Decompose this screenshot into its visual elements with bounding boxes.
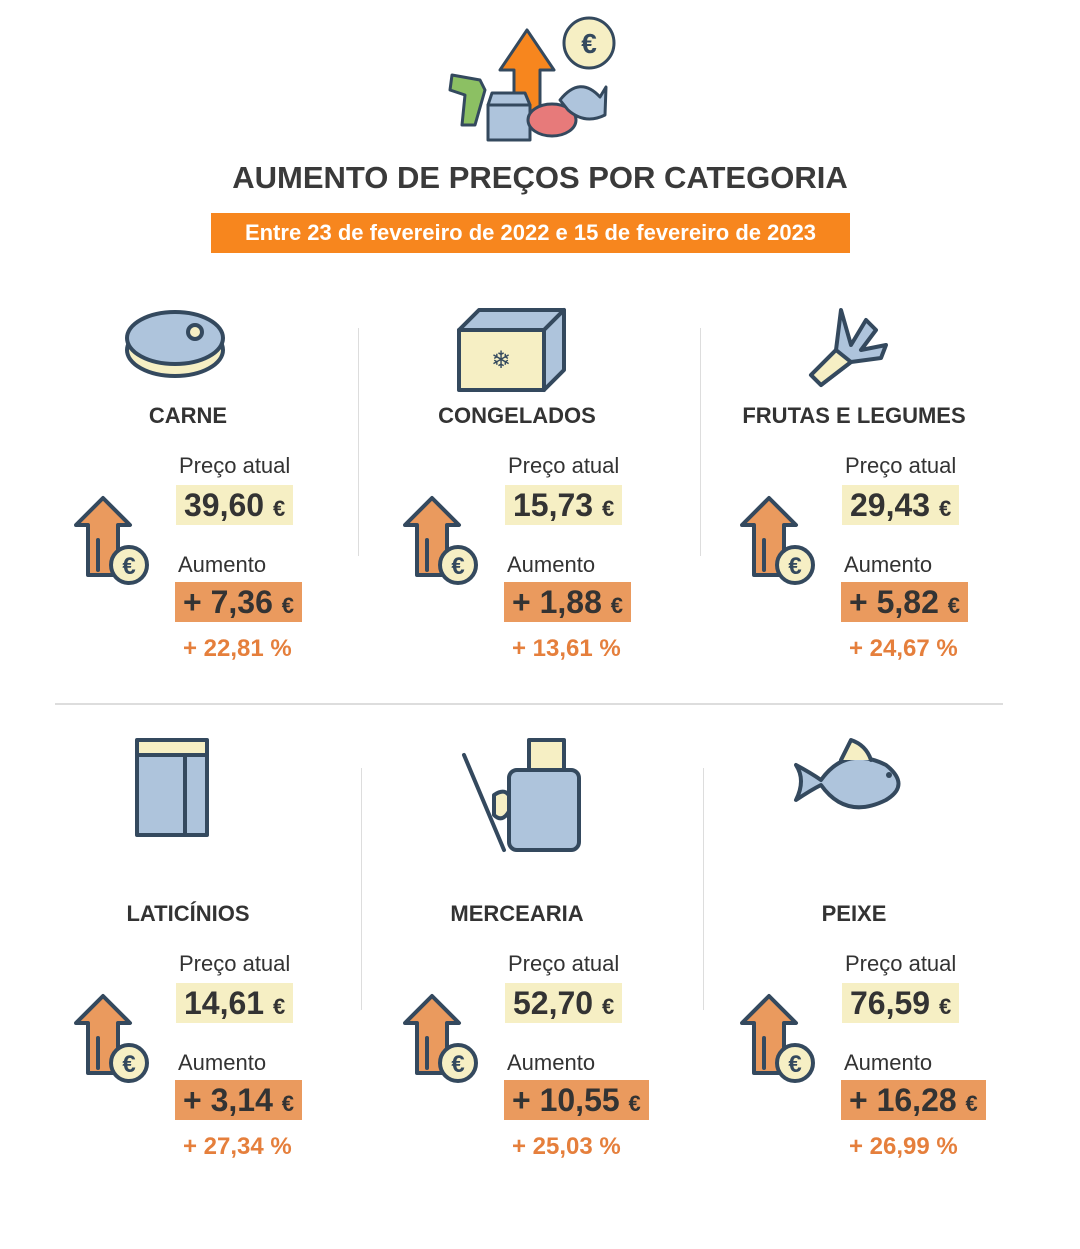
increase-box: + 10,55 € [504, 1080, 649, 1120]
category-icon [794, 738, 901, 810]
percent: + 25,03 % [512, 1133, 621, 1160]
divider [358, 328, 359, 556]
category-name: FRUTAS E LEGUMES [742, 403, 966, 428]
price-amount: 39,60 [184, 487, 265, 523]
price-unit: € [601, 994, 615, 1019]
price-box: 15,73 € [505, 485, 623, 525]
category-name: CARNE [148, 403, 228, 428]
divider [361, 768, 362, 1010]
price-label: Preço atual [179, 951, 291, 976]
increase-unit: € [628, 1091, 641, 1116]
category-icon [135, 738, 209, 837]
percent: + 22,81 % [183, 635, 292, 662]
increase-unit: € [965, 1091, 978, 1116]
increase-box: + 5,82 € [841, 582, 968, 622]
category-icon [125, 310, 225, 378]
price-label: Preço atual [508, 951, 620, 976]
price-amount: 52,70 [513, 985, 594, 1021]
price-amount: 14,61 [184, 985, 265, 1021]
increase-unit: € [947, 593, 960, 618]
increase-amount: + 3,14 [183, 1082, 273, 1118]
percent: + 27,34 % [183, 1133, 292, 1160]
svg-text:€: € [451, 1051, 464, 1078]
svg-text:€: € [788, 553, 801, 580]
increase-amount: + 10,55 [512, 1082, 620, 1118]
increase-box: + 1,88 € [504, 582, 631, 622]
increase-label: Aumento [507, 552, 596, 577]
increase-amount: + 1,88 [512, 584, 602, 620]
increase-label: Aumento [178, 552, 267, 577]
price-amount: 29,43 [850, 487, 931, 523]
category-name: PEIXE [821, 901, 887, 926]
increase-box: + 7,36 € [175, 582, 302, 622]
price-box: 14,61 € [176, 983, 294, 1023]
svg-text:❄: ❄ [491, 347, 511, 374]
increase-label: Aumento [844, 552, 933, 577]
svg-text:€: € [122, 553, 135, 580]
percent: + 24,67 % [849, 635, 958, 662]
increase-amount: + 16,28 [849, 1082, 957, 1118]
price-box: 39,60 € [176, 485, 294, 525]
increase-icon: € [403, 994, 478, 1083]
increase-unit: € [281, 593, 294, 618]
svg-text:€: € [581, 28, 597, 59]
percent: + 26,99 % [849, 1133, 958, 1160]
category-icon [809, 308, 888, 387]
increase-unit: € [281, 1091, 294, 1116]
increase-unit: € [610, 593, 623, 618]
increase-label: Aumento [844, 1050, 933, 1075]
subtitle: Entre 23 de fevereiro de 2022 e 15 de fe… [211, 213, 850, 253]
header-icon: € [448, 16, 616, 142]
category-name: LATICÍNIOS [126, 901, 250, 926]
divider [55, 703, 1003, 705]
price-label: Preço atual [845, 453, 957, 478]
price-unit: € [938, 994, 952, 1019]
increase-box: + 3,14 € [175, 1080, 302, 1120]
price-label: Preço atual [845, 951, 957, 976]
increase-icon: € [740, 994, 815, 1083]
price-label: Preço atual [179, 453, 291, 478]
price-box: 52,70 € [505, 983, 623, 1023]
category-name: CONGELADOS [438, 403, 596, 428]
price-amount: 15,73 [513, 487, 594, 523]
divider [700, 328, 701, 556]
title: AUMENTO DE PREÇOS POR CATEGORIA [232, 160, 848, 195]
price-box: 29,43 € [842, 485, 960, 525]
increase-icon: € [403, 496, 478, 585]
increase-icon: € [74, 496, 149, 585]
price-amount: 76,59 [850, 985, 931, 1021]
price-unit: € [272, 994, 286, 1019]
price-box: 76,59 € [842, 983, 960, 1023]
price-unit: € [601, 496, 615, 521]
divider [703, 768, 704, 1010]
increase-box: + 16,28 € [841, 1080, 986, 1120]
price-unit: € [272, 496, 286, 521]
increase-icon: € [740, 496, 815, 585]
increase-amount: + 7,36 [183, 584, 273, 620]
price-label: Preço atual [508, 453, 620, 478]
svg-text:€: € [451, 553, 464, 580]
increase-icon: € [74, 994, 149, 1083]
increase-label: Aumento [507, 1050, 596, 1075]
increase-amount: + 5,82 [849, 584, 939, 620]
category-icon [462, 738, 581, 852]
percent: + 13,61 % [512, 635, 621, 662]
price-unit: € [938, 496, 952, 521]
category-icon: ❄ [457, 308, 566, 392]
increase-label: Aumento [178, 1050, 267, 1075]
category-name: MERCEARIA [450, 901, 584, 926]
svg-text:€: € [788, 1051, 801, 1078]
svg-text:€: € [122, 1051, 135, 1078]
